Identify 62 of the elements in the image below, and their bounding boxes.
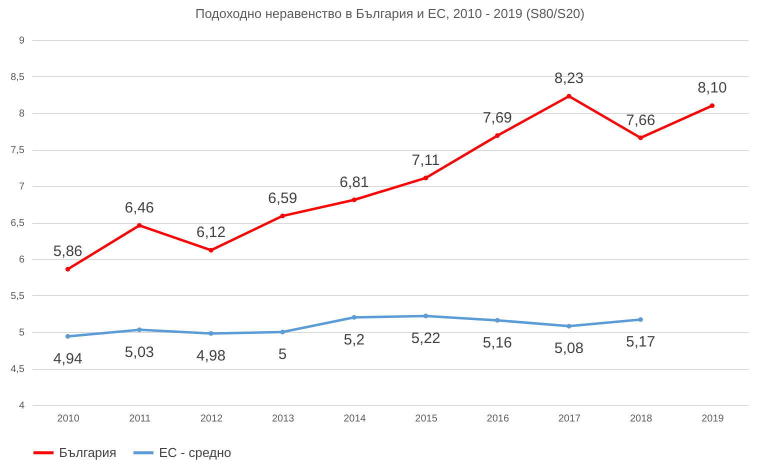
x-tick-label: 2011 bbox=[129, 414, 152, 424]
point bbox=[710, 103, 715, 108]
y-tick-label: 9 bbox=[18, 36, 25, 46]
point bbox=[352, 198, 357, 202]
x-tick-label: 2019 bbox=[702, 414, 724, 424]
point bbox=[65, 334, 70, 339]
data-label: 5,03 bbox=[124, 344, 154, 361]
data-label: 5,22 bbox=[411, 330, 440, 347]
point bbox=[566, 324, 572, 328]
legend-label: България bbox=[59, 444, 116, 460]
x-tick-label: 2018 bbox=[630, 414, 653, 424]
data-label: 5,16 bbox=[482, 334, 512, 352]
data-label: 5,17 bbox=[626, 334, 656, 351]
point bbox=[280, 330, 285, 334]
y-tick-label: 5 bbox=[18, 328, 25, 338]
point bbox=[137, 327, 142, 332]
point bbox=[423, 314, 428, 318]
point bbox=[638, 317, 643, 322]
chart-title: Подоходно неравенство в България и ЕС, 2010 - 2019 (S80/S20) bbox=[195, 6, 585, 21]
data-label: 6,81 bbox=[340, 174, 369, 191]
data-label: 4,94 bbox=[53, 350, 82, 368]
data-label: 8,10 bbox=[698, 80, 727, 97]
y-tick-label: 6,5 bbox=[10, 218, 25, 229]
y-tick-label: 6 bbox=[18, 254, 25, 266]
point bbox=[495, 318, 500, 323]
point bbox=[280, 214, 285, 218]
y-tick-label: 5,5 bbox=[10, 291, 25, 302]
x-tick-label: 2015 bbox=[415, 414, 438, 424]
x-tick-label: 2016 bbox=[486, 414, 510, 424]
point bbox=[352, 315, 357, 320]
data-label: 6,46 bbox=[124, 199, 154, 216]
data-label: 7,69 bbox=[482, 110, 512, 127]
point bbox=[638, 135, 643, 140]
legend-label: ЕС - средно bbox=[159, 444, 232, 460]
data-label: 4,98 bbox=[196, 347, 226, 364]
x-tick-label: 2012 bbox=[200, 414, 224, 424]
data-label: 5 bbox=[278, 346, 287, 363]
data-label: 7,11 bbox=[412, 152, 440, 169]
point bbox=[137, 223, 142, 228]
data-label: 5,86 bbox=[53, 243, 82, 260]
y-tick-label: 7,5 bbox=[10, 145, 25, 156]
point bbox=[65, 266, 70, 272]
y-tick-label: 7 bbox=[18, 182, 25, 192]
x-tick-label: 2017 bbox=[558, 414, 582, 424]
point bbox=[423, 176, 428, 180]
point bbox=[208, 331, 214, 336]
data-label: 6,12 bbox=[196, 224, 226, 242]
data-label: 5,2 bbox=[344, 331, 365, 348]
x-tick-label: 2013 bbox=[272, 414, 295, 424]
y-tick-label: 4 bbox=[18, 400, 25, 412]
data-label: 8,23 bbox=[554, 70, 584, 88]
point bbox=[208, 248, 214, 253]
y-tick-label: 4,5 bbox=[10, 364, 25, 375]
x-tick-label: 2010 bbox=[57, 414, 80, 424]
y-tick-label: 8 bbox=[18, 108, 25, 120]
data-label: 6,59 bbox=[268, 190, 298, 207]
data-label: 7,66 bbox=[626, 112, 656, 129]
point bbox=[566, 94, 572, 99]
x-tick-label: 2014 bbox=[344, 414, 366, 424]
point bbox=[495, 133, 500, 138]
data-label: 5,08 bbox=[554, 340, 584, 358]
y-tick-label: 8,5 bbox=[10, 72, 25, 83]
